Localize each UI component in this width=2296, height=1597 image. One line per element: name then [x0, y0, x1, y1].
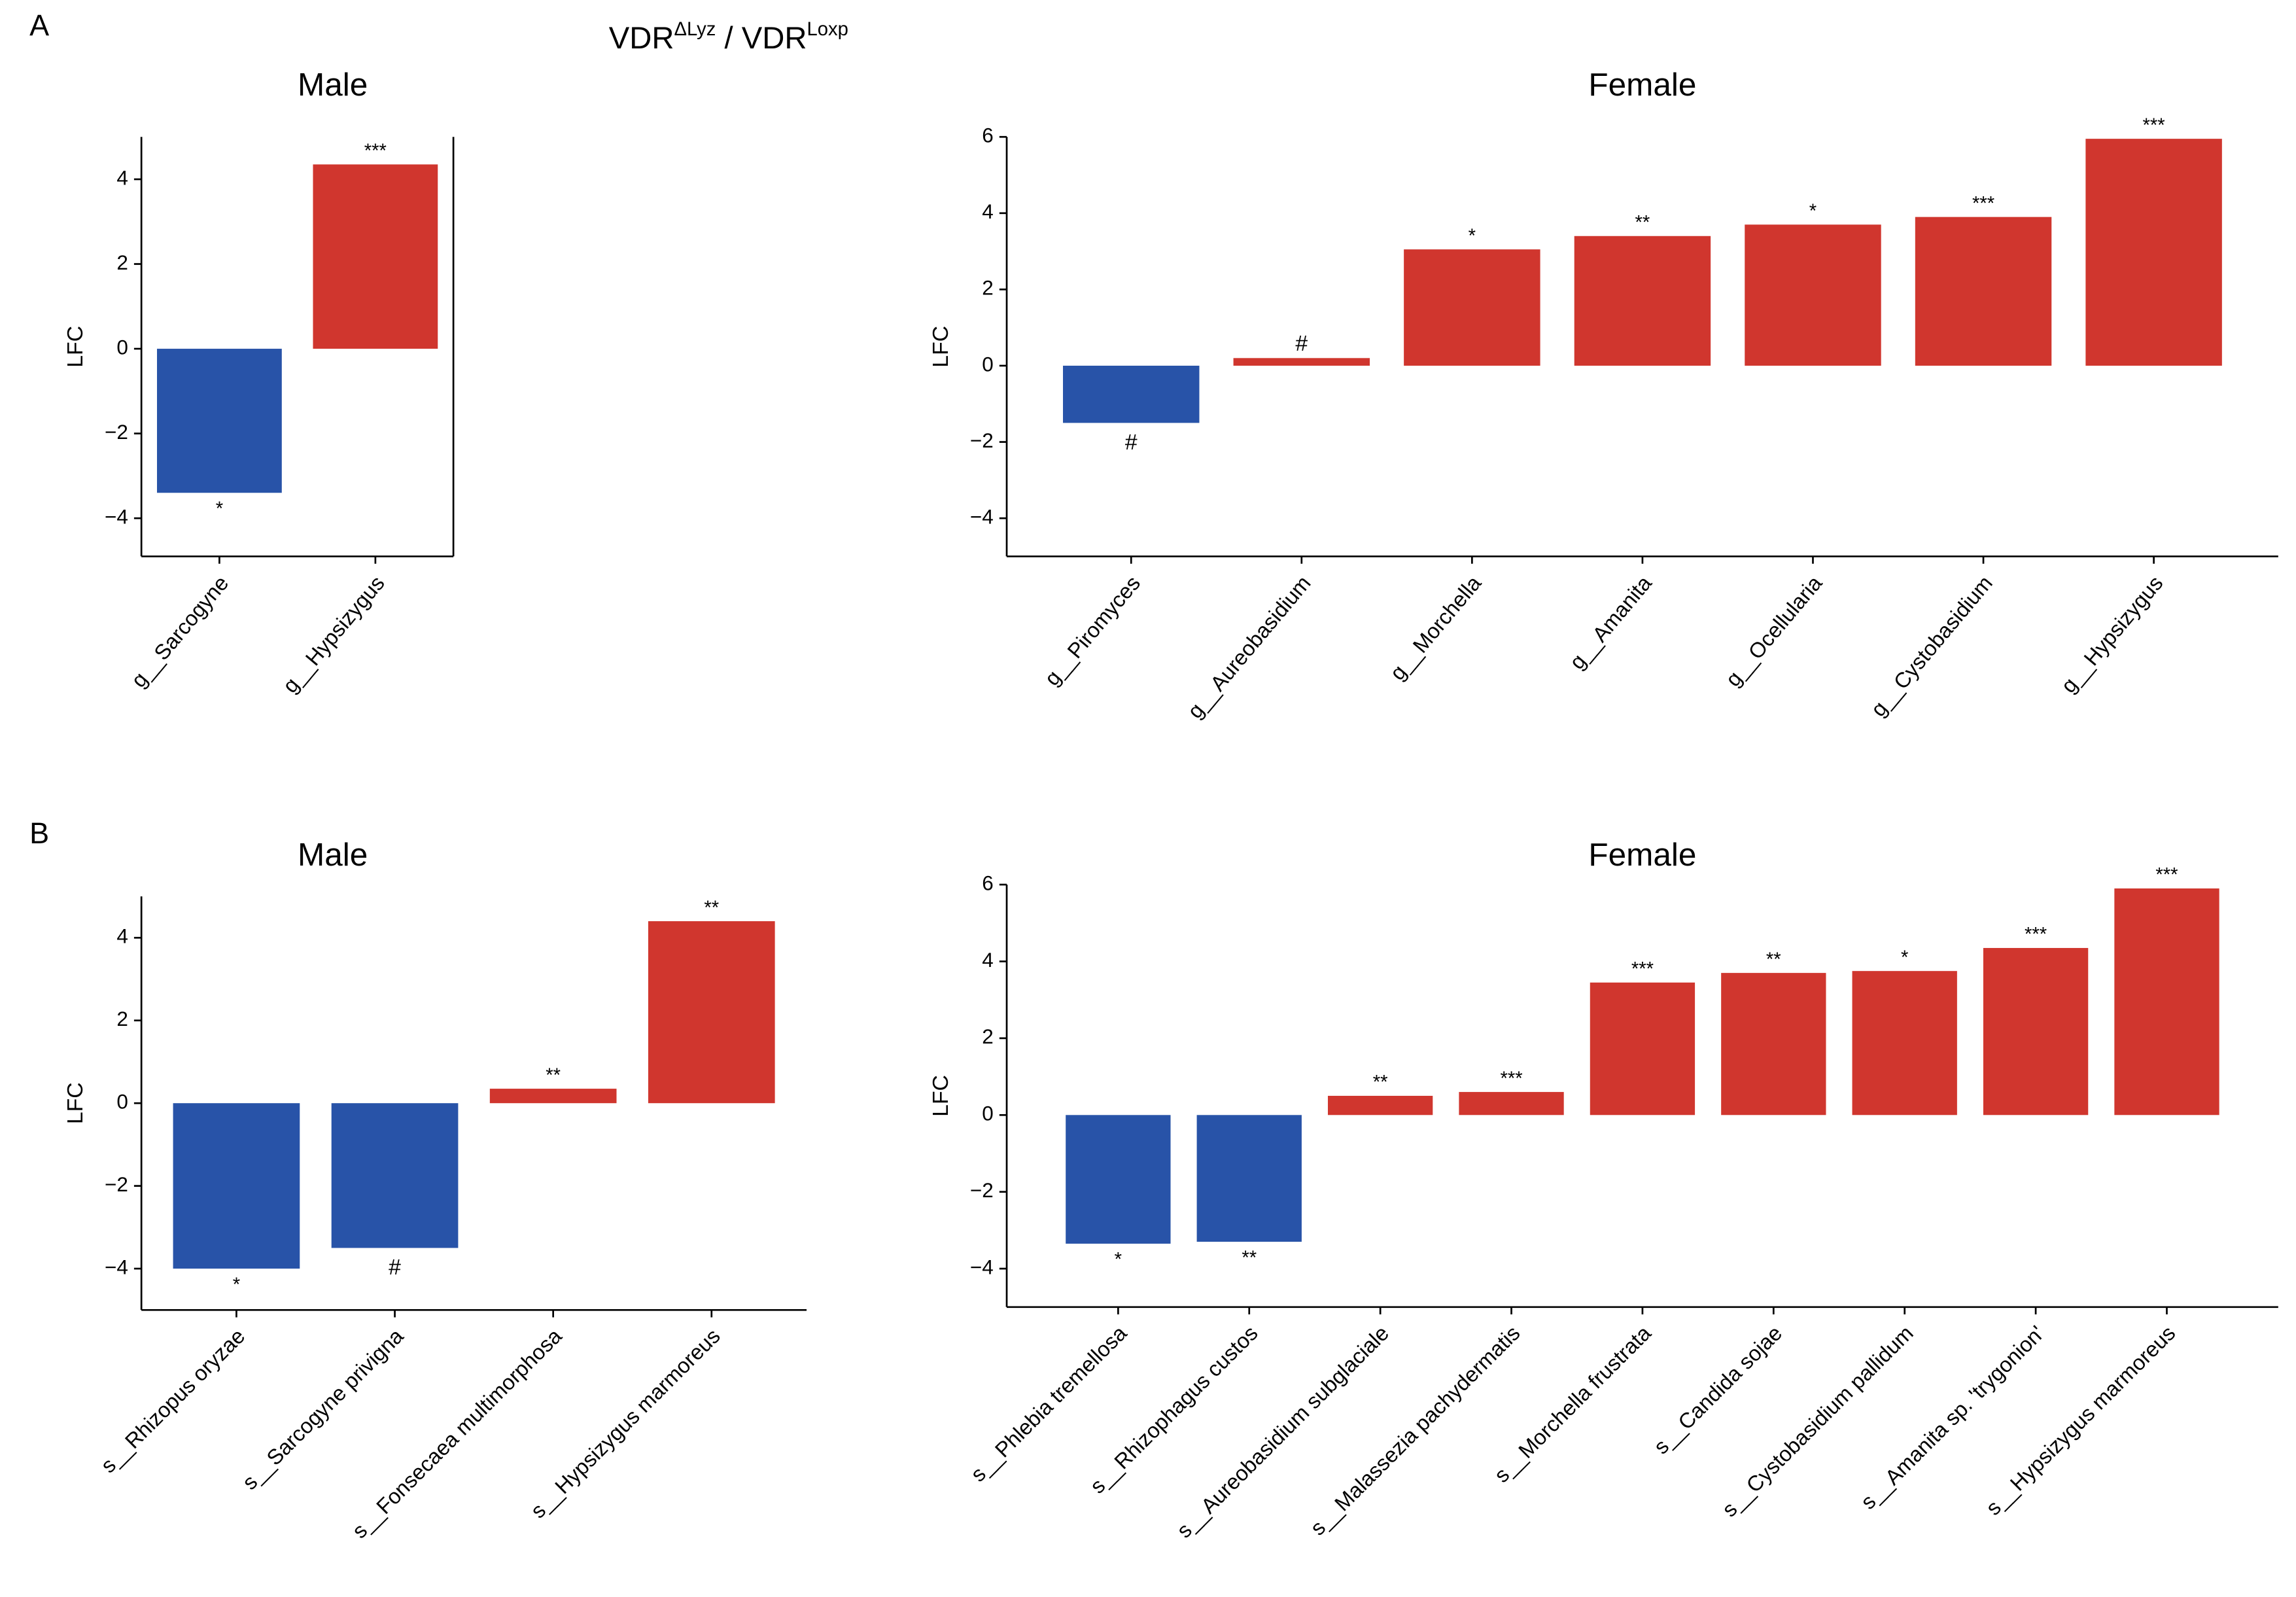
bar: [1915, 217, 2052, 366]
bar: [1459, 1092, 1564, 1115]
bar: [1745, 224, 1881, 366]
significance-label: *: [1901, 947, 1908, 968]
y-tick-label: −2: [970, 1178, 994, 1202]
bar: [489, 1089, 617, 1104]
significance-label: #: [1295, 331, 1308, 356]
bar: [1233, 358, 1370, 366]
title-superscript: ΔLyz: [674, 19, 716, 40]
y-tick-label: 2: [116, 251, 128, 274]
bar: [313, 164, 438, 349]
title-superscript: Loxp: [807, 19, 848, 40]
y-axis-label: LFC: [63, 1082, 88, 1124]
significance-label: ***: [1972, 193, 1994, 214]
bar: [1327, 1095, 1433, 1115]
bar: [1404, 249, 1540, 366]
bar: [2085, 139, 2222, 366]
x-tick-label: s__Aureobasidium subglaciale: [1172, 1321, 1393, 1543]
significance-label: ***: [1631, 959, 1654, 980]
x-tick-label: g__Hypsizygus: [277, 571, 389, 697]
y-tick-label: 0: [116, 335, 128, 359]
panel-label: B: [29, 816, 49, 850]
significance-label: *: [233, 1274, 240, 1295]
bar: [2114, 888, 2219, 1115]
significance-label: **: [1766, 949, 1781, 970]
y-tick-label: 0: [982, 352, 994, 376]
chart-title: Male: [298, 67, 368, 103]
y-tick-label: 2: [982, 276, 994, 300]
y-tick-label: 0: [116, 1090, 128, 1114]
significance-label: **: [1373, 1072, 1388, 1093]
x-tick-label: g__Piromyces: [1039, 571, 1145, 690]
y-tick-label: −4: [105, 504, 128, 528]
y-tick-label: 4: [116, 166, 128, 189]
bar: [331, 1103, 459, 1248]
significance-label: **: [546, 1065, 561, 1086]
x-tick-label: s__Rhizopus oryzae: [96, 1324, 249, 1477]
x-tick-label: g__Aureobasidium: [1183, 571, 1315, 723]
significance-label: *: [216, 499, 223, 519]
significance-label: ***: [2155, 865, 2178, 886]
significance-label: ***: [2025, 924, 2047, 945]
significance-label: **: [1242, 1248, 1257, 1269]
y-tick-label: −4: [970, 1255, 994, 1278]
significance-label: *: [1115, 1250, 1122, 1271]
significance-label: #: [389, 1255, 401, 1280]
significance-label: **: [1635, 213, 1650, 234]
bar: [1066, 1115, 1171, 1244]
bar: [1983, 947, 2089, 1115]
y-tick-label: 6: [982, 871, 994, 894]
figure-title: VDRΔLyz / VDRLoxp: [609, 19, 848, 56]
y-tick-label: 2: [116, 1007, 128, 1030]
title-part: / VDR: [716, 21, 807, 56]
chart-title: Female: [1588, 67, 1696, 103]
chart-title: Male: [298, 837, 368, 873]
chart-title: Female: [1588, 837, 1696, 873]
significance-label: #: [1125, 430, 1138, 455]
y-tick-label: −4: [105, 1255, 128, 1278]
x-tick-label: s__Malassezia pachydermatis: [1306, 1321, 1525, 1540]
x-tick-label: g__Sarcogyne: [126, 571, 234, 692]
y-tick-label: −2: [105, 1172, 128, 1196]
x-tick-label: g__Ocellularia: [1720, 570, 1827, 691]
bar: [173, 1103, 300, 1269]
x-tick-label: g__Cystobasidium: [1866, 571, 1997, 721]
y-tick-label: −2: [105, 420, 128, 444]
significance-label: *: [1809, 201, 1817, 222]
y-tick-label: 4: [982, 948, 994, 972]
significance-label: ***: [2143, 115, 2165, 136]
bar: [1196, 1115, 1302, 1242]
x-tick-label: s__Candida sojae: [1649, 1321, 1787, 1459]
bar: [1063, 365, 1200, 423]
significance-label: **: [704, 898, 719, 919]
bar: [1590, 982, 1696, 1115]
title-part: VDR: [609, 21, 674, 56]
y-axis-label: LFC: [63, 326, 88, 368]
bar: [1852, 971, 1957, 1115]
bar: [1574, 236, 1711, 366]
x-tick-label: g__Hypsizygus: [2056, 571, 2167, 697]
x-tick-label: s__Hypsizygus marmoreus: [526, 1324, 725, 1522]
x-tick-label: s__Sarcogyne privigna: [237, 1324, 408, 1494]
significance-label: ***: [1500, 1068, 1522, 1089]
y-axis-label: LFC: [928, 326, 953, 368]
y-tick-label: −4: [970, 504, 994, 528]
bar: [157, 349, 282, 493]
panel-label: A: [29, 9, 49, 42]
bar: [1721, 973, 1826, 1115]
x-tick-label: g__Amanita: [1565, 570, 1657, 674]
significance-label: ***: [364, 141, 387, 162]
y-tick-label: 4: [982, 200, 994, 223]
y-tick-label: 0: [982, 1102, 994, 1125]
y-axis-label: LFC: [928, 1075, 953, 1117]
y-tick-label: −2: [970, 429, 994, 452]
y-tick-label: 2: [982, 1025, 994, 1048]
x-tick-label: g__Morchella: [1385, 570, 1486, 684]
significance-label: *: [1469, 226, 1476, 247]
y-tick-label: 4: [116, 924, 128, 948]
bar: [648, 921, 775, 1104]
y-tick-label: 6: [982, 124, 994, 147]
